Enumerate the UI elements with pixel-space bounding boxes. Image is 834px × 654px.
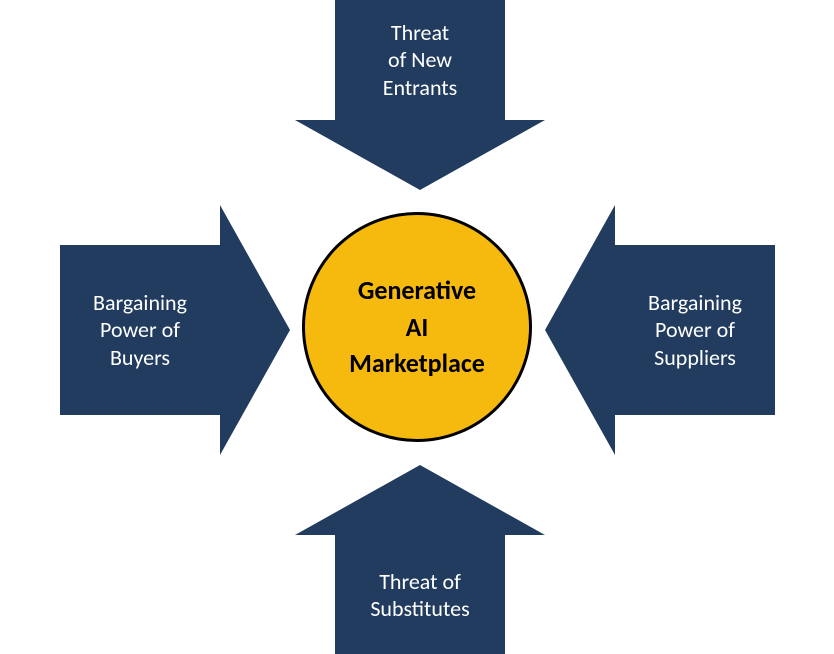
- five-forces-diagram: Threat of New Entrants Threat of Substit…: [0, 0, 834, 654]
- center-label: Generative AI Marketplace: [349, 272, 485, 381]
- arrow-left-label: Bargaining Power of Buyers: [60, 245, 220, 415]
- arrow-right: Bargaining Power of Suppliers: [545, 205, 775, 455]
- arrow-top-label: Threat of New Entrants: [335, 0, 505, 120]
- arrow-left: Bargaining Power of Buyers: [60, 205, 290, 455]
- center-circle: Generative AI Marketplace: [302, 212, 532, 442]
- arrow-bottom-label: Threat of Substitutes: [335, 535, 505, 654]
- arrow-top: Threat of New Entrants: [295, 0, 545, 190]
- arrow-right-label: Bargaining Power of Suppliers: [615, 245, 775, 415]
- arrow-bottom: Threat of Substitutes: [295, 465, 545, 654]
